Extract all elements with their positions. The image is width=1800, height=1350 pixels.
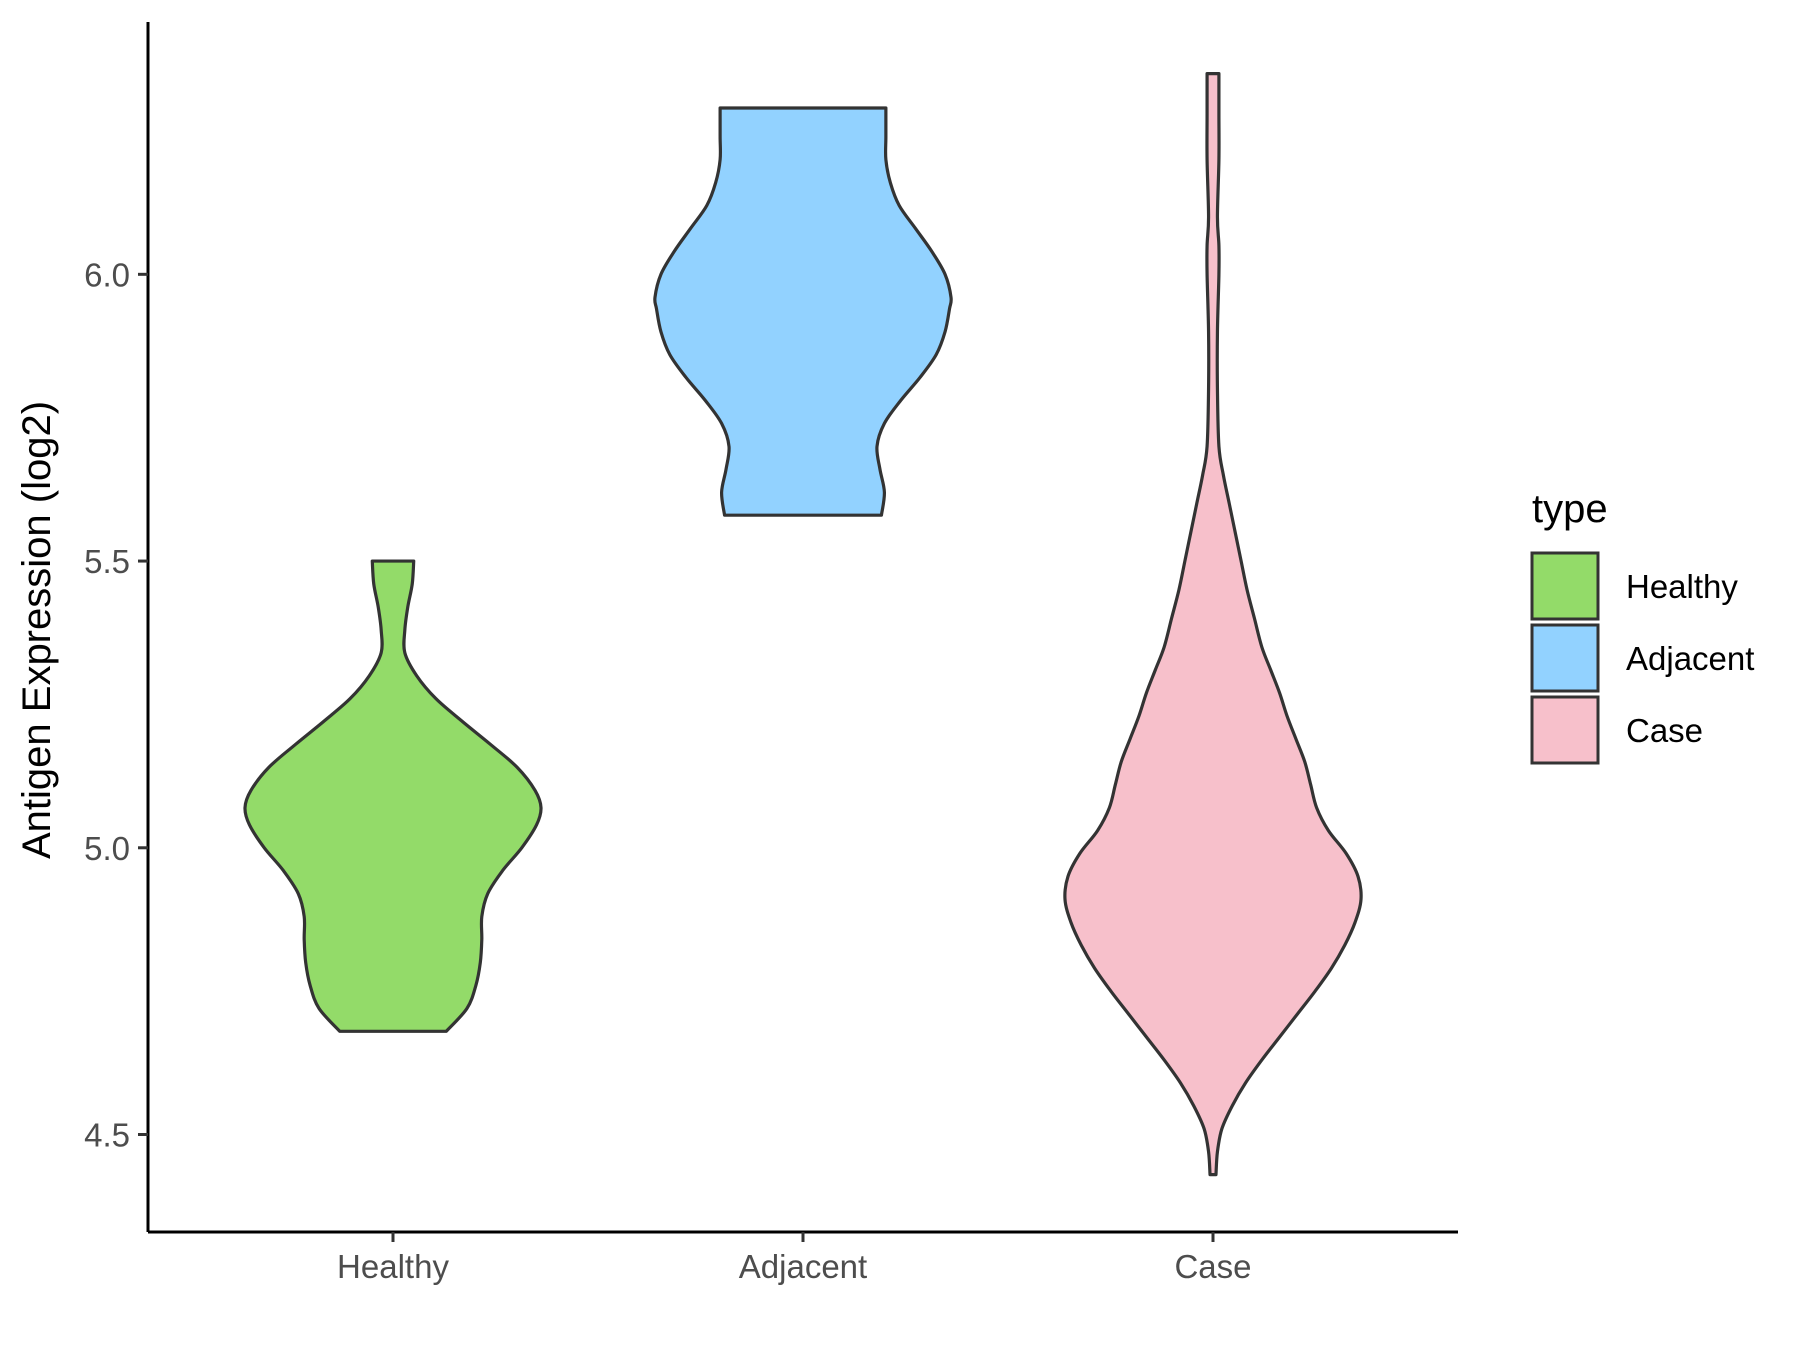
- y-tick-label: 6.0: [84, 256, 130, 293]
- axes-layer: 4.5 5.0 5.5 6.0 Healthy Adjacent Case: [84, 22, 1458, 1285]
- legend-label-case: Case: [1626, 712, 1703, 749]
- violin-healthy: [243, 559, 543, 1033]
- y-tick-label: 5.0: [84, 830, 130, 867]
- legend-title: type: [1532, 487, 1608, 531]
- x-tick-label: Healthy: [337, 1248, 449, 1285]
- legend-label-healthy: Healthy: [1626, 568, 1738, 605]
- x-tick-label: Case: [1174, 1248, 1251, 1285]
- y-axis-title: Antigen Expression (log2): [15, 401, 59, 859]
- legend-key-healthy: [1530, 551, 1600, 621]
- violin-case: [1063, 72, 1363, 1177]
- legend-key-adjacent: [1530, 623, 1600, 693]
- x-tick-label: Adjacent: [739, 1248, 867, 1285]
- legend-label-adjacent: Adjacent: [1626, 640, 1754, 677]
- y-tick-label: 5.5: [84, 543, 130, 580]
- violin-adjacent: [653, 106, 953, 517]
- y-tick-label: 4.5: [84, 1117, 130, 1154]
- legend: type Healthy Adjacent Case: [1530, 487, 1754, 765]
- violin-layer: [243, 72, 1363, 1177]
- legend-key-case: [1530, 695, 1600, 765]
